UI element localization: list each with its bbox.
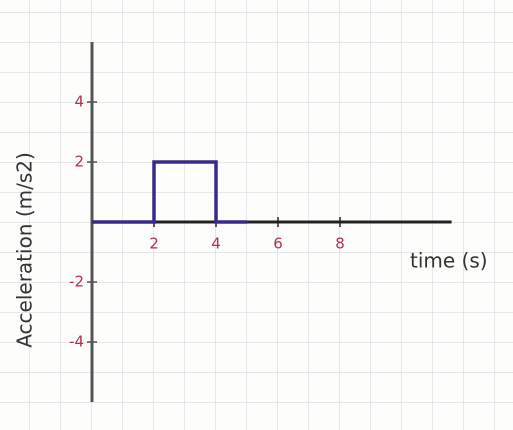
y-tick-label: 2 [74, 153, 84, 171]
x-tick-label: 4 [211, 235, 221, 253]
x-tick-label: 8 [335, 235, 345, 253]
x-axis-label: time (s) [410, 249, 488, 273]
y-tick-label: -2 [69, 273, 84, 291]
chart: Acceleration (m/s2) time (s) 2 4 6 8 4 2 -2 -4 [0, 0, 513, 430]
y-axis-label: Acceleration (m/s2) [13, 152, 37, 348]
y-tick-label: -4 [69, 333, 84, 351]
grid-paper [0, 0, 513, 430]
x-tick-label: 2 [149, 235, 159, 253]
y-tick-label: 4 [74, 93, 84, 111]
x-tick-label: 6 [273, 235, 283, 253]
